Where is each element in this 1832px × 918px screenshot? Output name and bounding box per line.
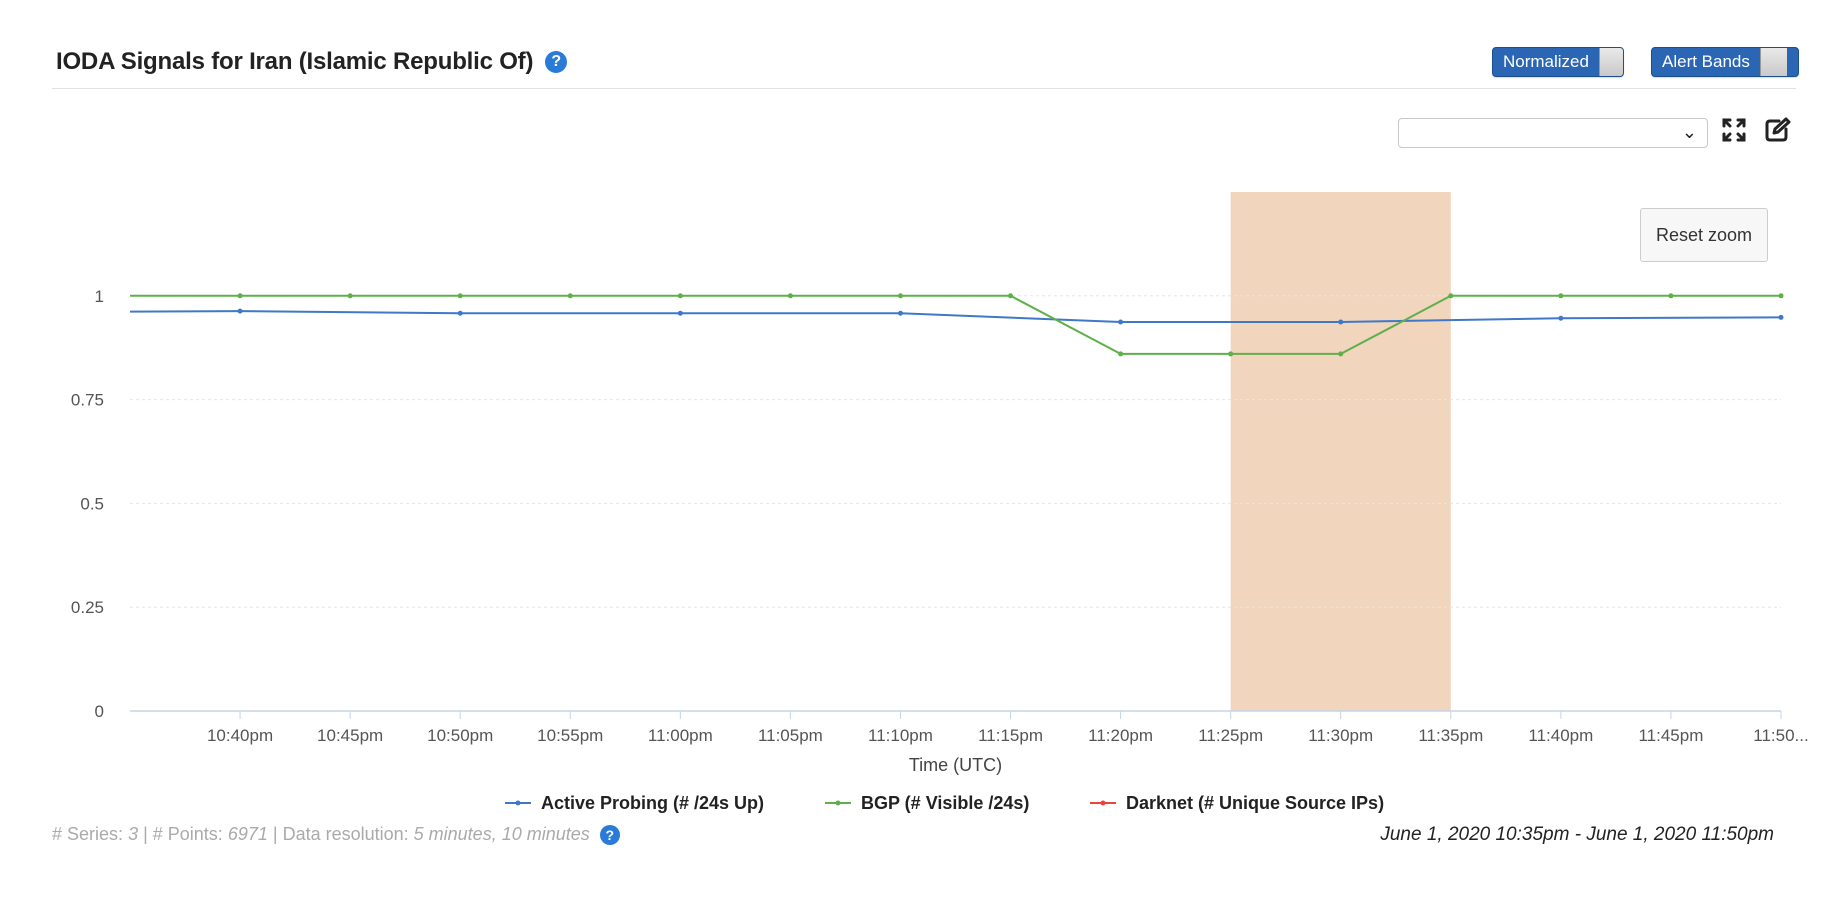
data-point (1558, 315, 1564, 321)
data-point (1448, 293, 1454, 299)
series-count: 3 (128, 824, 139, 844)
legend-item-label: BGP (# Visible /24s) (861, 793, 1029, 813)
resolution-label: | Data resolution: (272, 824, 409, 844)
normalized-toggle-label: Normalized (1503, 52, 1589, 71)
data-point (1008, 293, 1014, 299)
expand-icon[interactable] (1720, 116, 1748, 144)
legend-marker (515, 800, 521, 806)
line-chart: 0 0.25 0.5 0.75 1 10:40pm 10:45pm 10:50pm 10:55p… (71, 192, 1809, 813)
x-tick-label: 11:05pm (758, 726, 823, 745)
data-point (347, 293, 353, 299)
data-point (1558, 293, 1564, 299)
chart-stats: # Series: 3 | # Points: 6971 | Data reso… (52, 824, 620, 845)
series-line (129, 310, 1782, 323)
data-point (1778, 293, 1784, 299)
x-tick-label: 11:50... (1753, 726, 1808, 745)
x-tick-label: 11:20pm (1088, 726, 1153, 745)
reset-zoom-button[interactable]: Reset zoom (1640, 208, 1768, 262)
chart-header: IODA Signals for Iran (Islamic Republic … (56, 44, 568, 80)
legend-item-label: Darknet (# Unique Source IPs) (1126, 793, 1384, 813)
y-tick-label: 0.5 (80, 494, 104, 513)
date-range: June 1, 2020 10:35pm - June 1, 2020 11:5… (1380, 824, 1774, 845)
y-tick-label: 0 (95, 702, 104, 721)
x-tick-label: 11:45pm (1638, 726, 1703, 745)
legend-marker (835, 800, 841, 806)
toggle-knob (1759, 48, 1787, 76)
data-point (1118, 319, 1124, 325)
points-count: 6971 (227, 824, 268, 844)
x-tick-label: 10:45pm (317, 726, 383, 745)
data-point (457, 293, 463, 299)
data-point (677, 293, 683, 299)
x-axis-title: Time (UTC) (909, 755, 1002, 775)
y-tick-label: 1 (95, 287, 104, 306)
series-line (130, 294, 1781, 355)
x-tick-label: 11:10pm (868, 726, 933, 745)
data-point (567, 293, 573, 299)
y-tick-label: 0.25 (71, 598, 104, 617)
data-point (237, 293, 243, 299)
x-tick-label: 10:40pm (207, 726, 273, 745)
x-tick-label: 11:40pm (1528, 726, 1593, 745)
chevron-down-icon: ⌄ (1681, 122, 1697, 142)
data-point (1778, 314, 1784, 320)
legend-item-label: Active Probing (# /24s Up) (541, 793, 764, 813)
data-point (897, 310, 903, 316)
help-icon[interactable]: ? (599, 824, 620, 845)
edit-icon[interactable] (1763, 116, 1791, 144)
x-tick-label: 10:55pm (537, 726, 603, 745)
normalized-toggle[interactable]: Normalized (1492, 47, 1624, 77)
data-point (897, 293, 903, 299)
data-point (677, 310, 683, 316)
page-title: IODA Signals for Iran (Islamic Republic … (56, 48, 534, 75)
data-point (1668, 293, 1674, 299)
alert-bands-toggle[interactable]: Alert Bands (1651, 47, 1799, 77)
points-label: | # Points: (143, 824, 223, 844)
x-tick-label: 11:30pm (1308, 726, 1373, 745)
toggle-knob (1598, 48, 1623, 76)
data-point (457, 310, 463, 316)
legend-marker (1100, 800, 1106, 806)
chart-options-select[interactable]: ⌄ (1398, 118, 1708, 148)
data-point (787, 293, 793, 299)
header-divider (52, 88, 1796, 89)
help-icon[interactable]: ? (545, 51, 568, 73)
x-tick-label: 11:15pm (978, 726, 1043, 745)
data-point (237, 308, 243, 314)
data-point (1228, 351, 1234, 357)
y-tick-label: 0.75 (71, 391, 104, 410)
alert-bands-toggle-label: Alert Bands (1662, 52, 1750, 71)
x-tick-label: 11:35pm (1418, 726, 1483, 745)
resolution-value: 5 minutes, 10 minutes (413, 824, 590, 844)
x-tick-label: 11:00pm (648, 726, 713, 745)
data-point (1338, 319, 1344, 325)
data-point (1338, 351, 1344, 357)
alert-band (1230, 192, 1451, 711)
data-point (1118, 351, 1124, 357)
x-tick-label: 10:50pm (427, 726, 493, 745)
series-label: # Series: (52, 824, 124, 844)
x-tick-label: 11:25pm (1198, 726, 1263, 745)
